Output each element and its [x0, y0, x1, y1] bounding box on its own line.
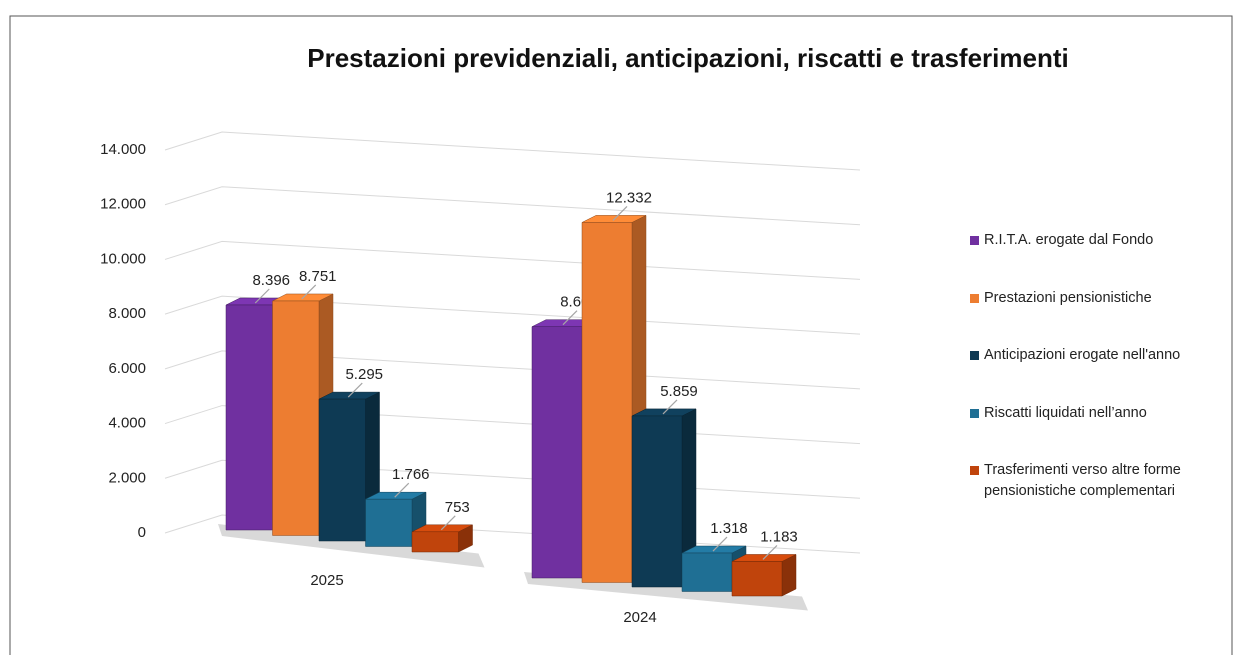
- y-tick-label: 8.000: [108, 305, 146, 322]
- leader-line: [562, 310, 578, 326]
- legend-item: R.I.T.A. erogate dal Fondo: [970, 230, 1232, 251]
- bar-front: [225, 304, 273, 531]
- legend-label: Riscatti liquidati nell’anno: [984, 404, 1147, 421]
- legend-label: Anticipazioni erogate nell'anno: [984, 347, 1181, 363]
- data-label: 5.859: [660, 383, 698, 400]
- bar-front: [731, 561, 783, 597]
- leader-line: [394, 482, 410, 498]
- data-label: 1.318: [710, 520, 748, 537]
- chart-title: Prestazioni previdenziali, anticipazioni…: [307, 43, 1068, 73]
- legend-item: Riscatti liquidati nell’anno: [970, 403, 1232, 424]
- leader-line: [762, 545, 778, 560]
- legend-item: Anticipazioni erogate nell'anno: [970, 345, 1232, 366]
- grid-line: [164, 350, 861, 390]
- leader-line: [662, 399, 678, 415]
- leader-line: [612, 205, 628, 221]
- data-label: 5.295: [345, 366, 383, 383]
- leader-line: [712, 536, 728, 552]
- grid-line: [164, 240, 861, 280]
- grid-line: [164, 131, 861, 171]
- data-label: 8.751: [299, 268, 337, 285]
- legend-item: Prestazioni pensionistiche: [970, 288, 1232, 309]
- chart-frame: [9, 15, 1233, 655]
- leader-line: [347, 382, 363, 398]
- bar-front: [531, 326, 583, 579]
- legend-label: Prestazioni pensionistiche: [984, 289, 1152, 306]
- grid-line: [164, 295, 861, 335]
- data-label: 1.766: [392, 466, 430, 483]
- legend-swatch: [970, 408, 979, 418]
- x-tick-label: 2025: [310, 572, 343, 589]
- bar: [731, 554, 797, 597]
- bar: [631, 408, 697, 588]
- data-label: 8.396: [252, 272, 290, 289]
- x-tick-label: 2024: [623, 609, 656, 626]
- bar-front: [272, 300, 320, 536]
- legend-item: Trasferimenti verso altre forme pensioni…: [970, 460, 1232, 502]
- y-tick-label: 6.000: [108, 360, 146, 377]
- y-tick-label: 10.000: [100, 250, 146, 267]
- bar-front: [318, 398, 366, 542]
- legend-swatch: [970, 293, 979, 303]
- leader-line: [254, 288, 270, 304]
- leader-line: [440, 515, 456, 531]
- leader-line: [301, 284, 317, 300]
- legend-label: R.I.T.A. erogate dal Fondo: [984, 232, 1154, 248]
- legend-swatch: [970, 236, 979, 245]
- y-tick-label: 12.000: [100, 196, 146, 213]
- bar-front: [411, 531, 459, 553]
- bar-front: [581, 222, 633, 583]
- legend-swatch: [970, 351, 979, 360]
- y-tick-label: 0: [138, 524, 146, 541]
- y-tick-label: 14.000: [100, 141, 146, 158]
- bar-side: [781, 554, 797, 597]
- grid-line: [164, 186, 861, 226]
- y-tick-label: 4.000: [108, 415, 146, 432]
- bar-front: [681, 552, 733, 592]
- data-label: 12.332: [606, 189, 652, 206]
- legend-swatch: [970, 466, 979, 475]
- legend-label: Trasferimenti verso altre forme pensioni…: [984, 462, 1181, 499]
- data-label: 1.183: [760, 528, 798, 545]
- y-tick-label: 2.000: [108, 469, 146, 486]
- bar-front: [631, 415, 683, 588]
- bar-front: [365, 498, 413, 547]
- data-label: 753: [445, 499, 470, 516]
